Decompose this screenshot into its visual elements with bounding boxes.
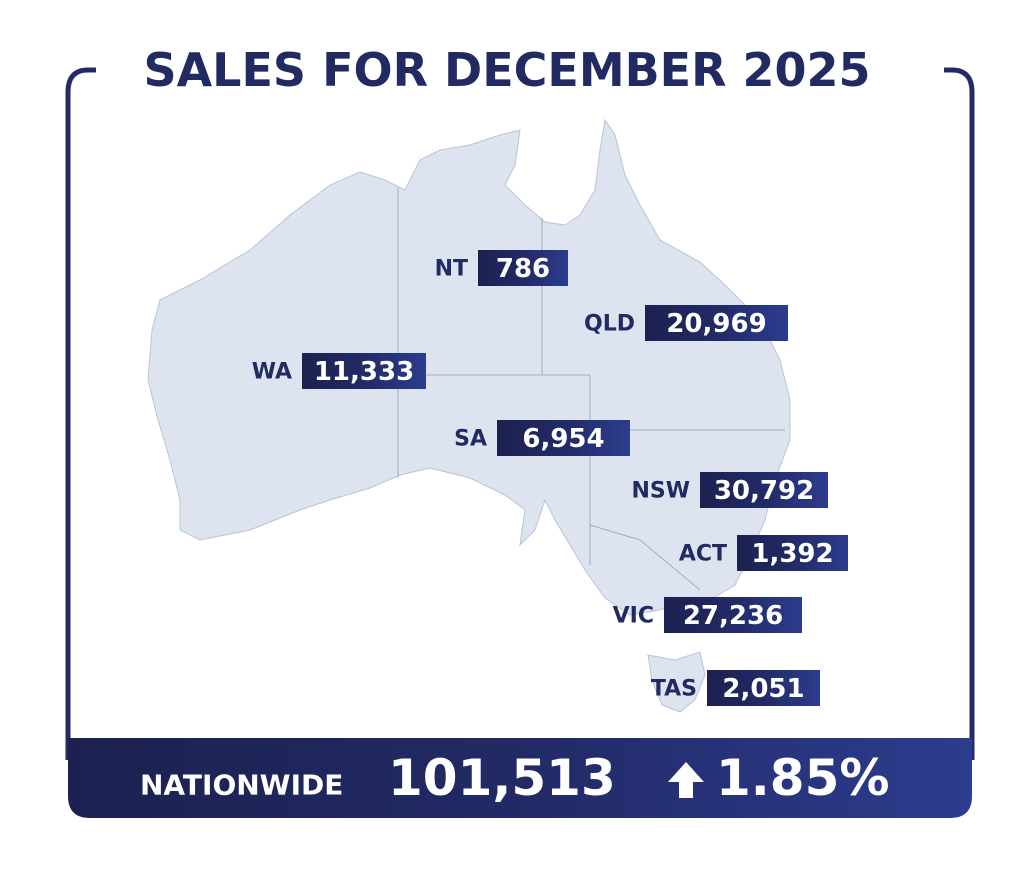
mainland (147, 118, 791, 616)
title: SALES FOR DECEMBER 2025 (143, 43, 870, 97)
region-value: 27,236 (683, 601, 783, 631)
footer-change: 1.85% (716, 749, 889, 807)
region-name: VIC (613, 604, 654, 629)
region-value: 786 (496, 254, 550, 284)
region-labels: NT 786 QLD 20,969 WA 11,333 SA 6,954 NSW 30,792 AC… (252, 250, 848, 706)
state-borders (397, 188, 785, 591)
value-box (497, 420, 630, 456)
region-name: SA (454, 427, 487, 452)
footer-label: NATIONWIDE (140, 769, 343, 802)
region-value: 2,051 (722, 674, 804, 704)
region-value: 1,392 (751, 539, 833, 569)
footer-band (68, 738, 972, 818)
region-value: 30,792 (714, 476, 814, 506)
value-box (737, 535, 848, 571)
region-name: NSW (631, 479, 690, 504)
region-label: TAS 2,051 (651, 670, 820, 706)
up-arrow (668, 762, 704, 798)
region-label: NSW 30,792 (631, 472, 828, 508)
region-label: NT 786 (435, 250, 568, 286)
value-box (664, 597, 802, 633)
region-name: WA (252, 360, 292, 385)
region-label: ACT 1,392 (679, 535, 848, 571)
value-box (707, 670, 820, 706)
region-name: TAS (651, 677, 697, 702)
value-box (700, 472, 828, 508)
region-value: 6,954 (522, 424, 604, 454)
tasmania (647, 651, 706, 713)
region-label: QLD 20,969 (584, 305, 788, 341)
region-value: 11,333 (314, 357, 414, 387)
region-name: ACT (679, 542, 727, 567)
region-value: 20,969 (666, 309, 766, 339)
footer-total: 101,513 (388, 749, 616, 807)
map (147, 118, 791, 713)
region-label: SA 6,954 (454, 420, 630, 456)
value-box (302, 353, 426, 389)
value-box (645, 305, 788, 341)
frame (65, 67, 975, 760)
value-box (478, 250, 568, 286)
region-label: VIC 27,236 (613, 597, 802, 633)
region-label: WA 11,333 (252, 353, 426, 389)
region-name: NT (435, 257, 468, 282)
region-name: QLD (584, 312, 635, 337)
